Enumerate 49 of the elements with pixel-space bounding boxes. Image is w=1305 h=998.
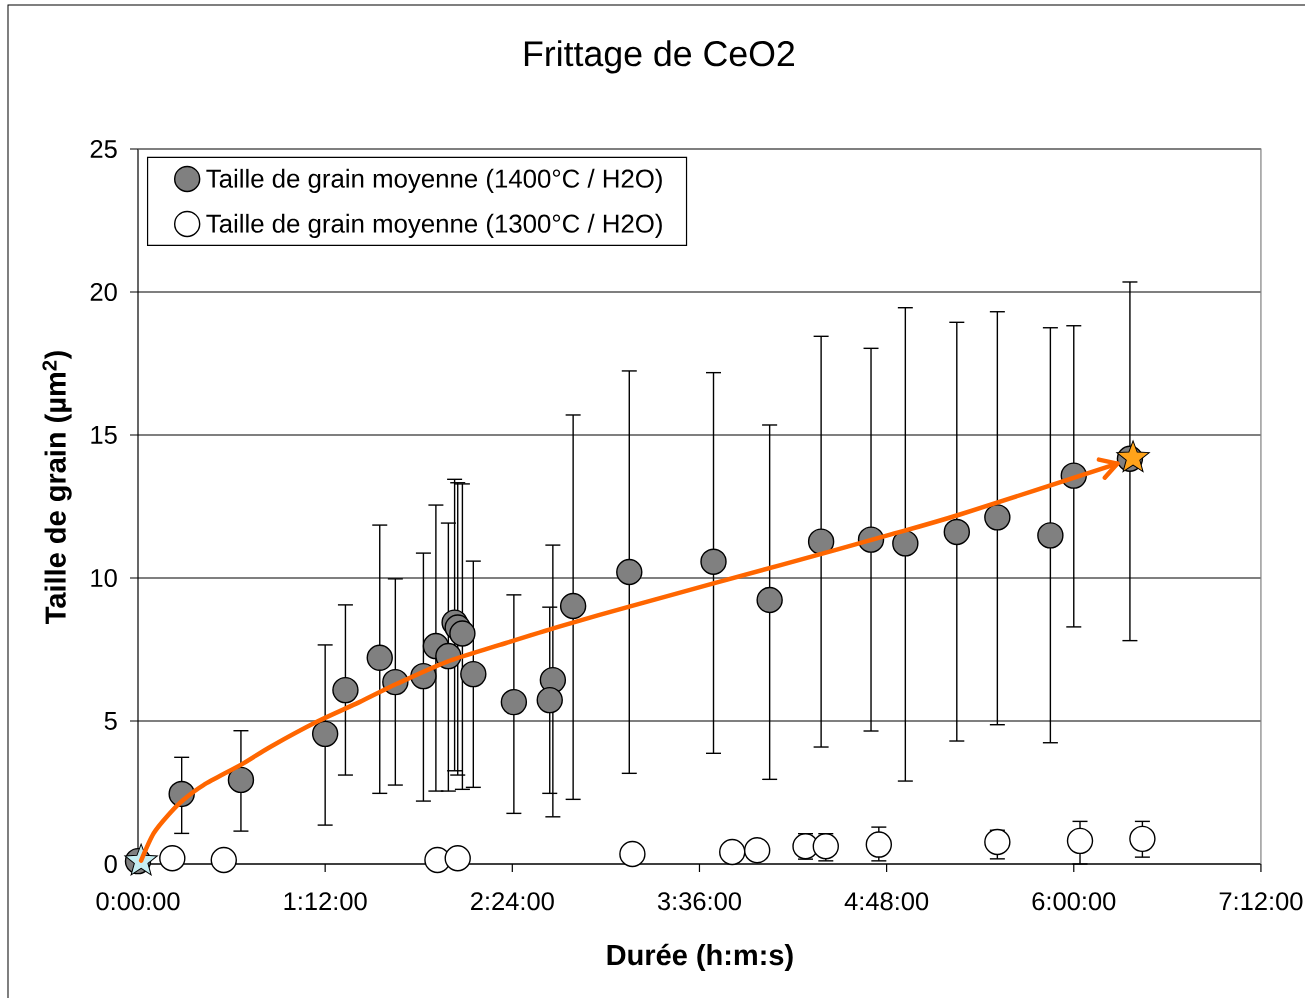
x-tick-label: 2:24:00 <box>471 892 554 911</box>
x-tick-label: 6:00:00 <box>1032 892 1116 911</box>
point <box>619 840 646 868</box>
point <box>807 528 835 555</box>
point <box>449 620 476 647</box>
point <box>865 831 893 858</box>
y-tick-label: 10 <box>91 568 117 588</box>
point <box>700 548 727 575</box>
point <box>719 838 746 866</box>
point <box>559 592 587 620</box>
point <box>500 688 528 716</box>
y-axis-title: Taille de grain (µm$^{2}$) <box>42 351 72 624</box>
point <box>984 504 1011 531</box>
point <box>1066 827 1094 855</box>
point <box>616 558 643 586</box>
point <box>1116 440 1150 473</box>
point <box>460 660 487 688</box>
point <box>332 676 359 704</box>
point <box>743 837 771 864</box>
point <box>1037 522 1064 549</box>
y-tick-label: 5 <box>104 712 117 730</box>
point <box>792 833 819 860</box>
legend-label: Taille de grain moyenne (1300°C / H2O) <box>206 213 662 238</box>
point <box>984 828 1011 856</box>
point <box>943 518 970 546</box>
point <box>1129 825 1156 853</box>
x-tick-label: 3:36:00 <box>657 892 742 911</box>
x-axis-title: Durée (h:m:s) <box>607 943 793 972</box>
y-tick-label: 25 <box>90 139 117 159</box>
point <box>311 720 339 748</box>
y-tick-label: 15 <box>91 426 117 444</box>
point <box>210 846 237 874</box>
point <box>159 845 186 872</box>
y-tick-label: 0 <box>104 854 117 874</box>
point <box>536 686 563 714</box>
legend-label: Taille de grain moyenne (1400°C / H2O) <box>206 168 662 193</box>
point <box>892 530 919 557</box>
x-tick-label: 4:48:00 <box>844 892 929 911</box>
y-tick-label: 20 <box>90 282 117 302</box>
x-tick-label: 7:12:00 <box>1219 892 1303 911</box>
point <box>227 766 255 794</box>
point <box>539 666 567 694</box>
point <box>756 586 783 614</box>
point <box>444 845 471 872</box>
point <box>812 833 839 860</box>
x-tick-label: 1:12:00 <box>284 892 367 911</box>
point <box>366 644 393 671</box>
x-tick-label: 0:00:00 <box>96 892 180 911</box>
chart-title: Frittage de CeO2 <box>524 40 794 74</box>
